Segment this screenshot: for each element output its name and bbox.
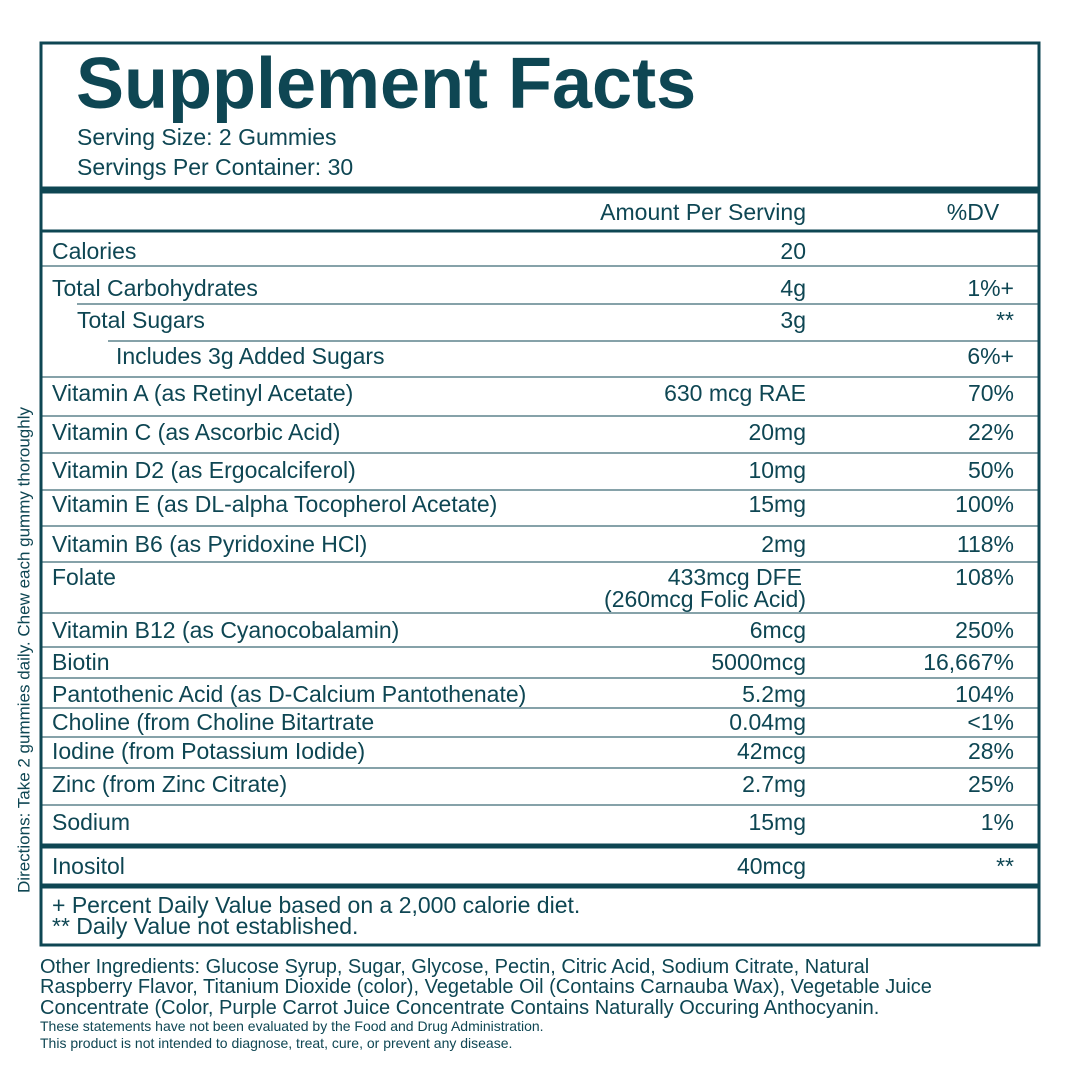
nutrient-dv: <1% xyxy=(967,709,1014,735)
dv-header: %DV xyxy=(947,199,1000,225)
nutrient-dv: 108% xyxy=(955,564,1014,590)
nutrient-name: Vitamin B12 (as Cyanocobalamin) xyxy=(52,617,399,643)
amount-header: Amount Per Serving xyxy=(600,199,806,225)
disclaimer: These statements have not been evaluated… xyxy=(40,1018,544,1034)
nutrient-amount: 5.2mg xyxy=(742,681,806,707)
nutrient-amount: 40mcg xyxy=(737,853,806,879)
nutrient-dv: 22% xyxy=(968,419,1014,445)
nutrient-dv: 100% xyxy=(955,491,1014,517)
ingredients-line: Raspberry Flavor, Titanium Dioxide (colo… xyxy=(40,976,932,998)
disclaimer: This product is not intended to diagnose… xyxy=(40,1035,512,1051)
nutrient-amount: 15mg xyxy=(748,491,806,517)
footnote: + Percent Daily Value based on a 2,000 c… xyxy=(52,892,580,918)
nutrient-name: Zinc (from Zinc Citrate) xyxy=(52,771,287,797)
nutrient-amount: 42mcg xyxy=(737,738,806,764)
nutrient-name: Calories xyxy=(52,238,136,264)
serving-size: Serving Size: 2 Gummies xyxy=(77,124,336,150)
nutrient-dv: ** xyxy=(996,307,1014,333)
nutrient-amount: 3g xyxy=(780,307,806,333)
nutrient-dv: 16,667% xyxy=(923,649,1014,675)
nutrient-amount: 4g xyxy=(780,275,806,301)
nutrient-name: Total Carbohydrates xyxy=(52,275,258,301)
nutrient-amount: 15mg xyxy=(748,809,806,835)
nutrient-amount: 5000mcg xyxy=(711,649,806,675)
nutrient-amount: 2.7mg xyxy=(742,771,806,797)
nutrient-name: Iodine (from Potassium Iodide) xyxy=(52,738,365,764)
nutrient-name: Vitamin C (as Ascorbic Acid) xyxy=(52,419,340,445)
nutrient-dv: 28% xyxy=(968,738,1014,764)
title: Supplement Facts xyxy=(76,44,696,124)
nutrient-dv: 1% xyxy=(981,809,1014,835)
nutrient-name: Biotin xyxy=(52,649,110,675)
nutrient-dv: 104% xyxy=(955,681,1014,707)
nutrient-amount: 0.04mg xyxy=(729,709,806,735)
nutrient-name: Vitamin A (as Retinyl Acetate) xyxy=(52,380,353,406)
nutrient-name: Includes 3g Added Sugars xyxy=(116,343,385,369)
ingredients-line: Concentrate (Color, Purple Carrot Juice … xyxy=(40,997,879,1019)
directions: Directions: Take 2 gummies daily. Chew e… xyxy=(15,407,34,893)
servings-per-container: Servings Per Container: 30 xyxy=(77,154,353,180)
nutrient-amount-note: (260mcg Folic Acid) xyxy=(604,586,806,612)
nutrient-name: Vitamin D2 (as Ergocalciferol) xyxy=(52,457,356,483)
nutrient-dv: 6%+ xyxy=(967,343,1014,369)
nutrient-name: Vitamin B6 (as Pyridoxine HCl) xyxy=(52,531,367,557)
nutrient-amount: 6mcg xyxy=(750,617,806,643)
nutrient-dv: 25% xyxy=(968,771,1014,797)
nutrient-dv: 118% xyxy=(957,531,1014,557)
nutrient-dv: 1%+ xyxy=(967,275,1014,301)
nutrient-amount: 10mg xyxy=(748,457,806,483)
nutrient-name: Sodium xyxy=(52,809,130,835)
nutrient-dv: ** xyxy=(996,853,1014,879)
nutrient-name: Folate xyxy=(52,564,116,590)
nutrient-amount: 20mg xyxy=(748,419,806,445)
nutrient-dv: 50% xyxy=(968,457,1014,483)
nutrient-name: Inositol xyxy=(52,853,125,879)
nutrient-amount: 20 xyxy=(780,238,806,264)
nutrient-name: Total Sugars xyxy=(77,307,205,333)
nutrient-name: Pantothenic Acid (as D-Calcium Pantothen… xyxy=(52,681,526,707)
nutrient-amount: 433mcg DFE xyxy=(668,564,802,590)
nutrient-name: Vitamin E (as DL-alpha Tocopherol Acetat… xyxy=(52,491,497,517)
label-border xyxy=(39,41,1041,947)
nutrient-dv: 70% xyxy=(968,380,1014,406)
nutrient-name: Choline (from Choline Bitartrate xyxy=(52,709,374,735)
nutrient-dv: 250% xyxy=(955,617,1014,643)
nutrient-amount: 630 mcg RAE xyxy=(664,380,806,406)
ingredients-line: Other Ingredients: Glucose Syrup, Sugar,… xyxy=(40,956,869,978)
footnote: ** Daily Value not established. xyxy=(52,913,358,939)
nutrient-amount: 2mg xyxy=(761,531,806,557)
